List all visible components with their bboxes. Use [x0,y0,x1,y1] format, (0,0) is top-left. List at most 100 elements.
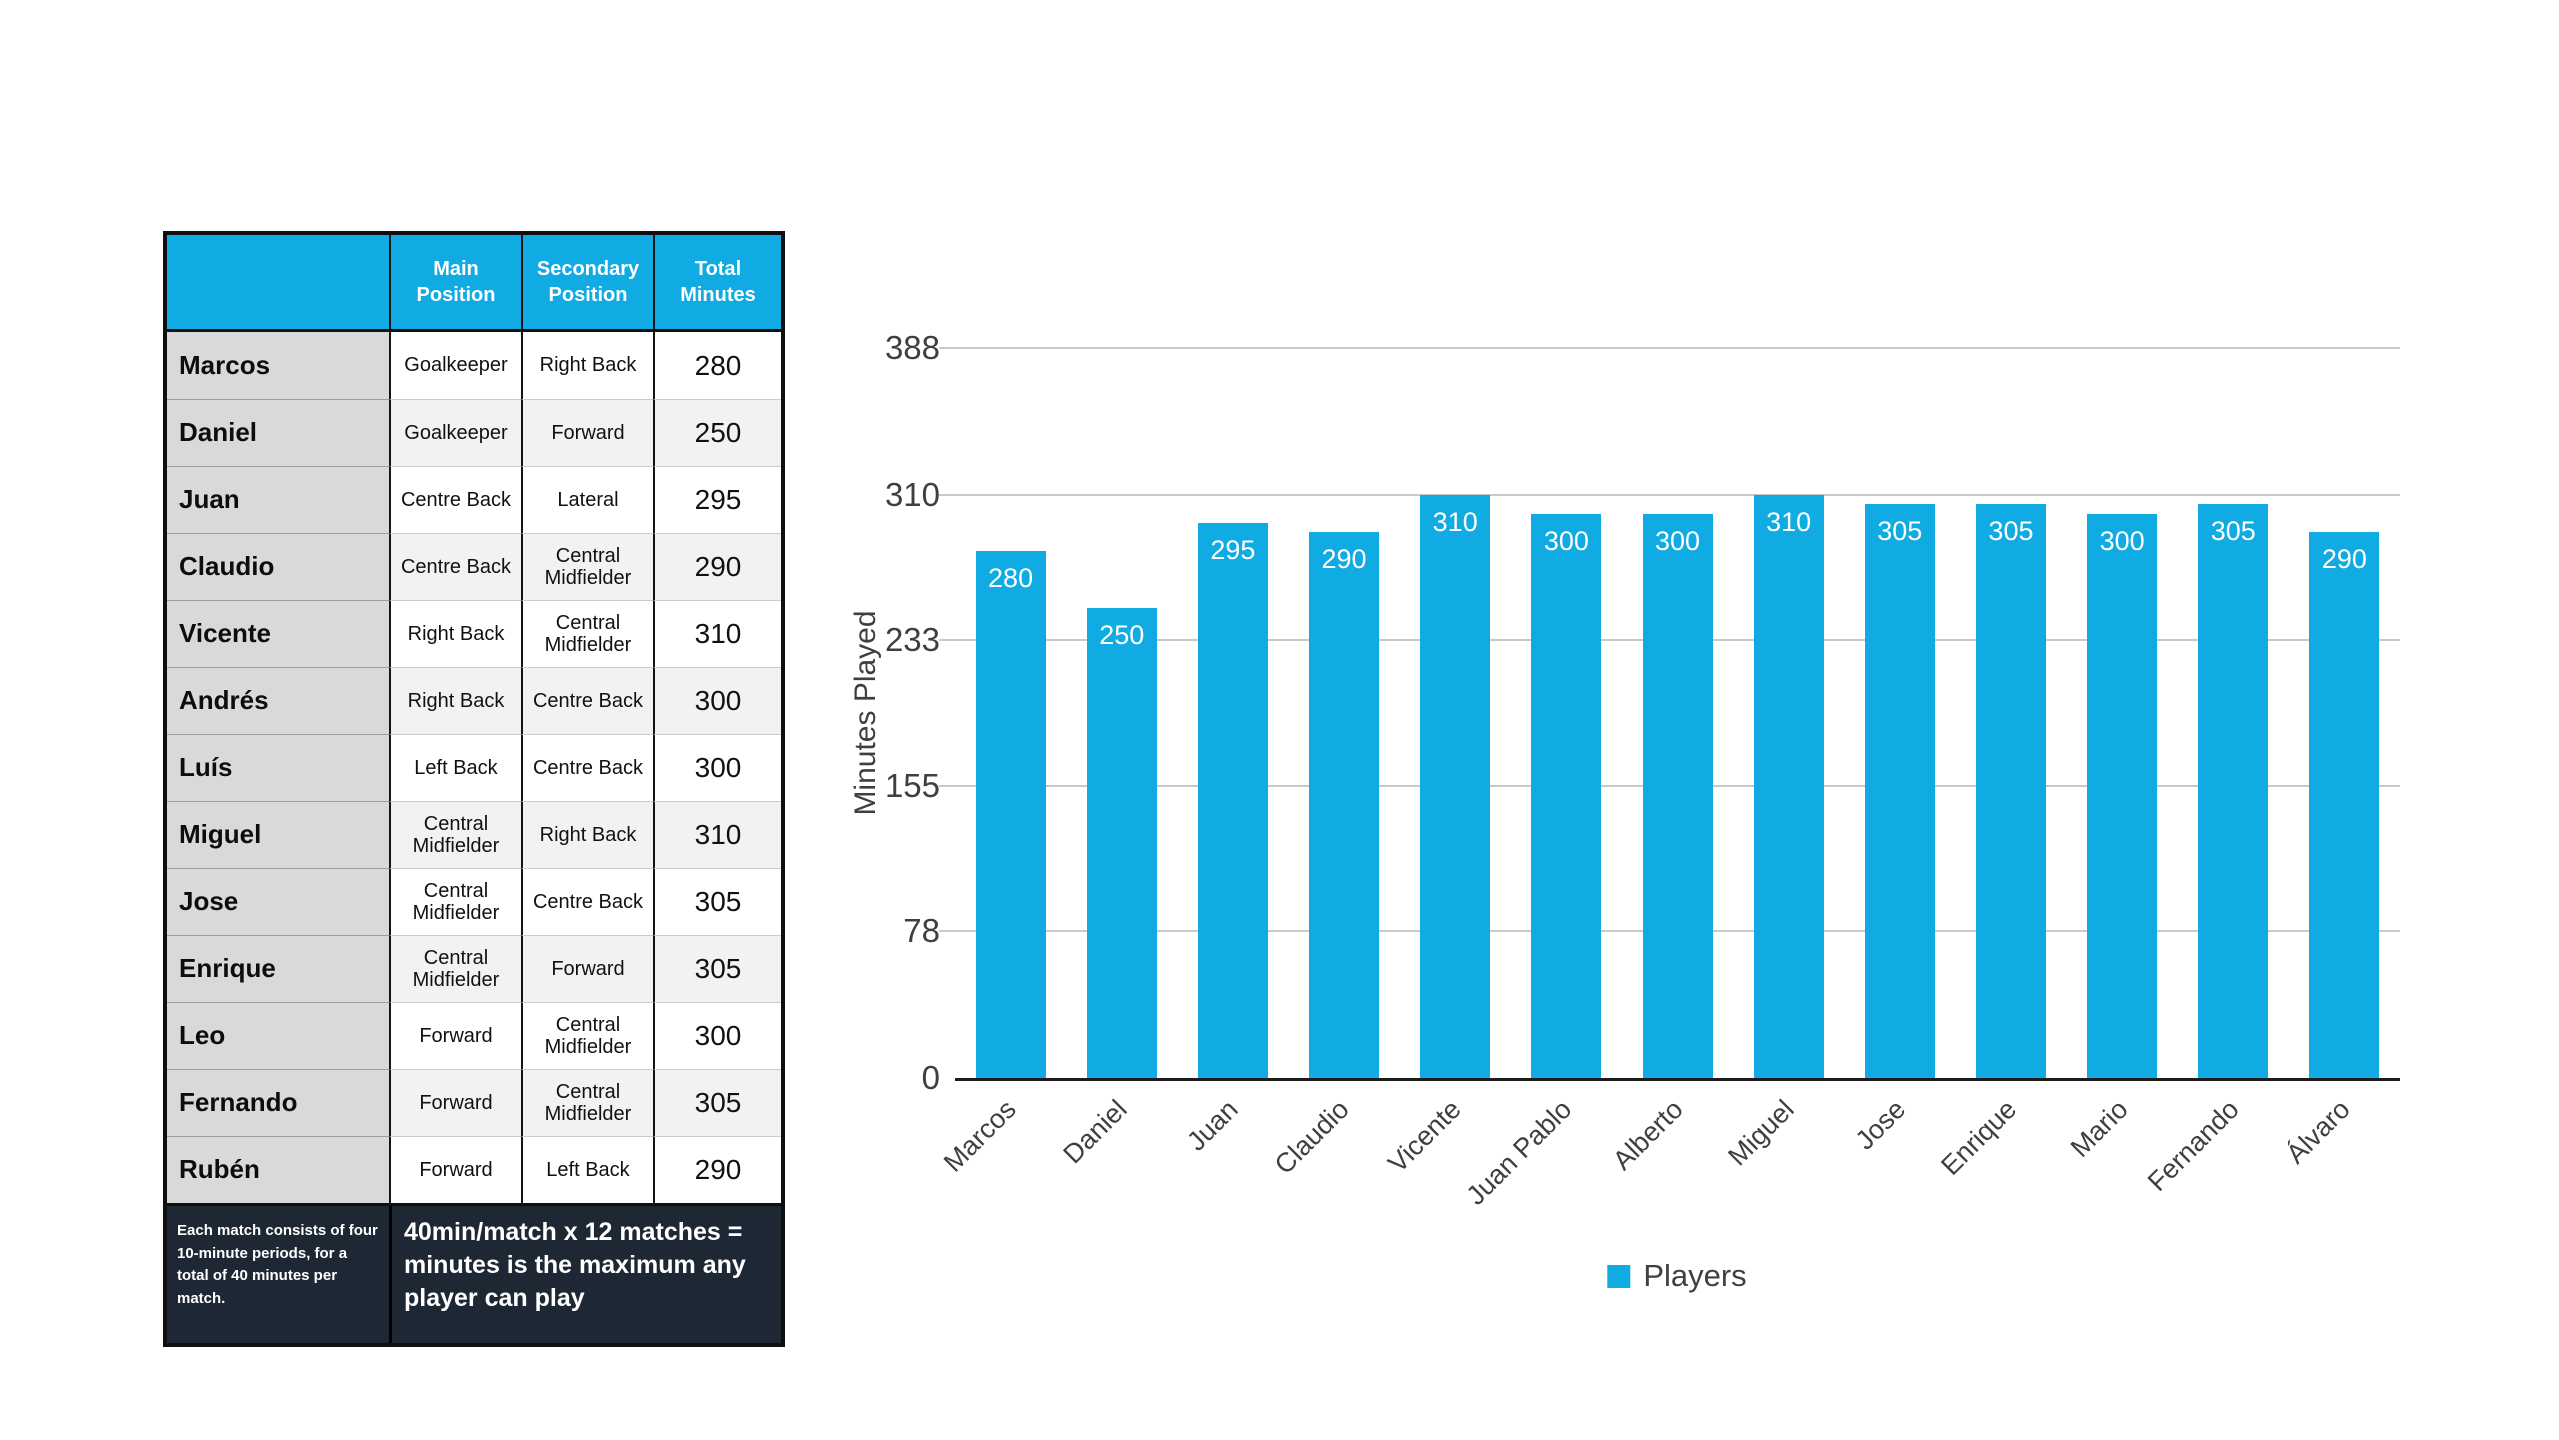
name-cell: Juan [167,466,389,533]
bar-value-label: 250 [1099,620,1145,650]
x-tick-label: Mario [2064,1094,2134,1163]
y-tick-label: 233 [884,620,940,658]
x-tick-label: Enrique [1935,1094,2023,1182]
name-cell: Miguel [167,801,389,868]
plot-area: 280 250 295 290 310 300 300 310 305 305 300 305 290 [939,347,2400,1081]
minutes-cell: 300 [653,1002,781,1069]
x-tick-label: Marcos [937,1094,1022,1178]
gridline [939,493,2400,496]
main-position-cell: Right Back [389,600,521,667]
bar: 280 [975,551,1046,1078]
secondary-position-cell: Central Midfielder [521,600,653,667]
main-position-cell: Goalkeeper [389,332,521,399]
secondary-position-cell: Left Back [521,1136,653,1203]
name-cell: Claudio [167,533,389,600]
x-tick-label: Alberto [1606,1094,1689,1176]
table-row: Leo Forward Central Midfielder 300 [167,1002,781,1069]
bar-value-label: 290 [1321,544,1367,574]
y-tick-label: 78 [903,912,940,950]
header-cell: Main Position [389,235,521,329]
secondary-position-cell: Centre Back [521,868,653,935]
name-cell: Daniel [167,399,389,466]
minutes-cell: 305 [653,1069,781,1136]
name-cell: Leo [167,1002,389,1069]
bar-value-label: 310 [1766,507,1812,537]
table-row: Enrique Central Midfielder Forward 305 [167,935,781,1002]
bar: 305 [2198,504,2269,1078]
minutes-cell: 305 [653,868,781,935]
minutes-cell: 290 [653,533,781,600]
bar-value-label: 310 [1432,507,1478,537]
bar: 310 [1420,495,1491,1078]
y-tick-label: 388 [884,329,940,366]
secondary-position-cell: Forward [521,399,653,466]
name-cell: Fernando [167,1069,389,1136]
name-cell: Rubén [167,1136,389,1203]
main-position-cell: Central Midfielder [389,868,521,935]
x-tick-label: Daniel [1057,1094,1133,1170]
secondary-position-cell: Centre Back [521,734,653,801]
minutes-cell: 250 [653,399,781,466]
minutes-cell: 310 [653,600,781,667]
table-row: Juan Centre Back Lateral 295 [167,466,781,533]
bar-value-label: 305 [1988,516,2034,546]
x-tick-label: Claudio [1269,1094,1356,1180]
secondary-position-cell: Centre Back [521,667,653,734]
table-footnotes: Each match consists of four 10-minute pe… [167,1203,781,1343]
main-position-cell: Left Back [389,734,521,801]
name-cell: Marcos [167,332,389,399]
minutes-cell: 290 [653,1136,781,1203]
table-row: Marcos Goalkeeper Right Back 280 [167,332,781,399]
x-tick-label: Miguel [1722,1094,1800,1172]
name-cell: Vicente [167,600,389,667]
legend-swatch [1607,1264,1631,1288]
bar: 300 [1642,514,1713,1078]
bar-value-label: 300 [1543,526,1589,556]
main-position-cell: Centre Back [389,533,521,600]
bar-value-label: 290 [2321,544,2367,574]
table-row: Luís Left Back Centre Back 300 [167,734,781,801]
bar: 250 [1086,608,1157,1078]
table-row: Fernando Forward Central Midfielder 305 [167,1069,781,1136]
table-row: Jose Central Midfielder Centre Back 305 [167,868,781,935]
table-row: Miguel Central Midfielder Right Back 310 [167,801,781,868]
bar-value-label: 295 [1210,535,1256,565]
bar-value-label: 305 [1877,516,1923,546]
secondary-position-cell: Right Back [521,332,653,399]
main-position-cell: Central Midfielder [389,935,521,1002]
gridline [939,347,2400,349]
x-tick-label: Jose [1849,1094,1912,1156]
main-position-cell: Forward [389,1136,521,1203]
minutes-cell: 305 [653,935,781,1002]
minutes-cell: 300 [653,734,781,801]
bar-value-label: 280 [988,563,1034,593]
secondary-position-cell: Forward [521,935,653,1002]
main-position-cell: Central Midfielder [389,801,521,868]
main-position-cell: Forward [389,1069,521,1136]
bar: 290 [1309,532,1380,1078]
legend-label: Players [1643,1258,1747,1293]
players-table: Main Position Secondary Position Total Min… [163,231,785,1347]
bar: 290 [2309,532,2380,1078]
bar-value-label: 305 [2210,516,2256,546]
x-tick-label: Juan [1181,1094,1245,1157]
bar: 295 [1197,523,1268,1078]
minutes-cell: 300 [653,667,781,734]
main-position-cell: Forward [389,1002,521,1069]
minutes-cell: 310 [653,801,781,868]
x-tick-label: Juan Pablo [1460,1094,1578,1211]
name-cell: Andrés [167,667,389,734]
bar: 305 [1975,504,2046,1078]
legend: Players [1607,1258,1747,1294]
bar-value-label: 300 [2099,526,2145,556]
name-cell: Jose [167,868,389,935]
y-tick-label: 0 [921,1059,940,1096]
table-header-row: Main Position Secondary Position Total Min… [167,235,781,332]
bar: 300 [1531,514,1602,1078]
secondary-position-cell: Lateral [521,466,653,533]
header-cell [167,235,389,329]
table-row: Vicente Right Back Central Midfielder 31… [167,600,781,667]
table-row: Daniel Goalkeeper Forward 250 [167,399,781,466]
table-row: Rubén Forward Left Back 290 [167,1136,781,1203]
